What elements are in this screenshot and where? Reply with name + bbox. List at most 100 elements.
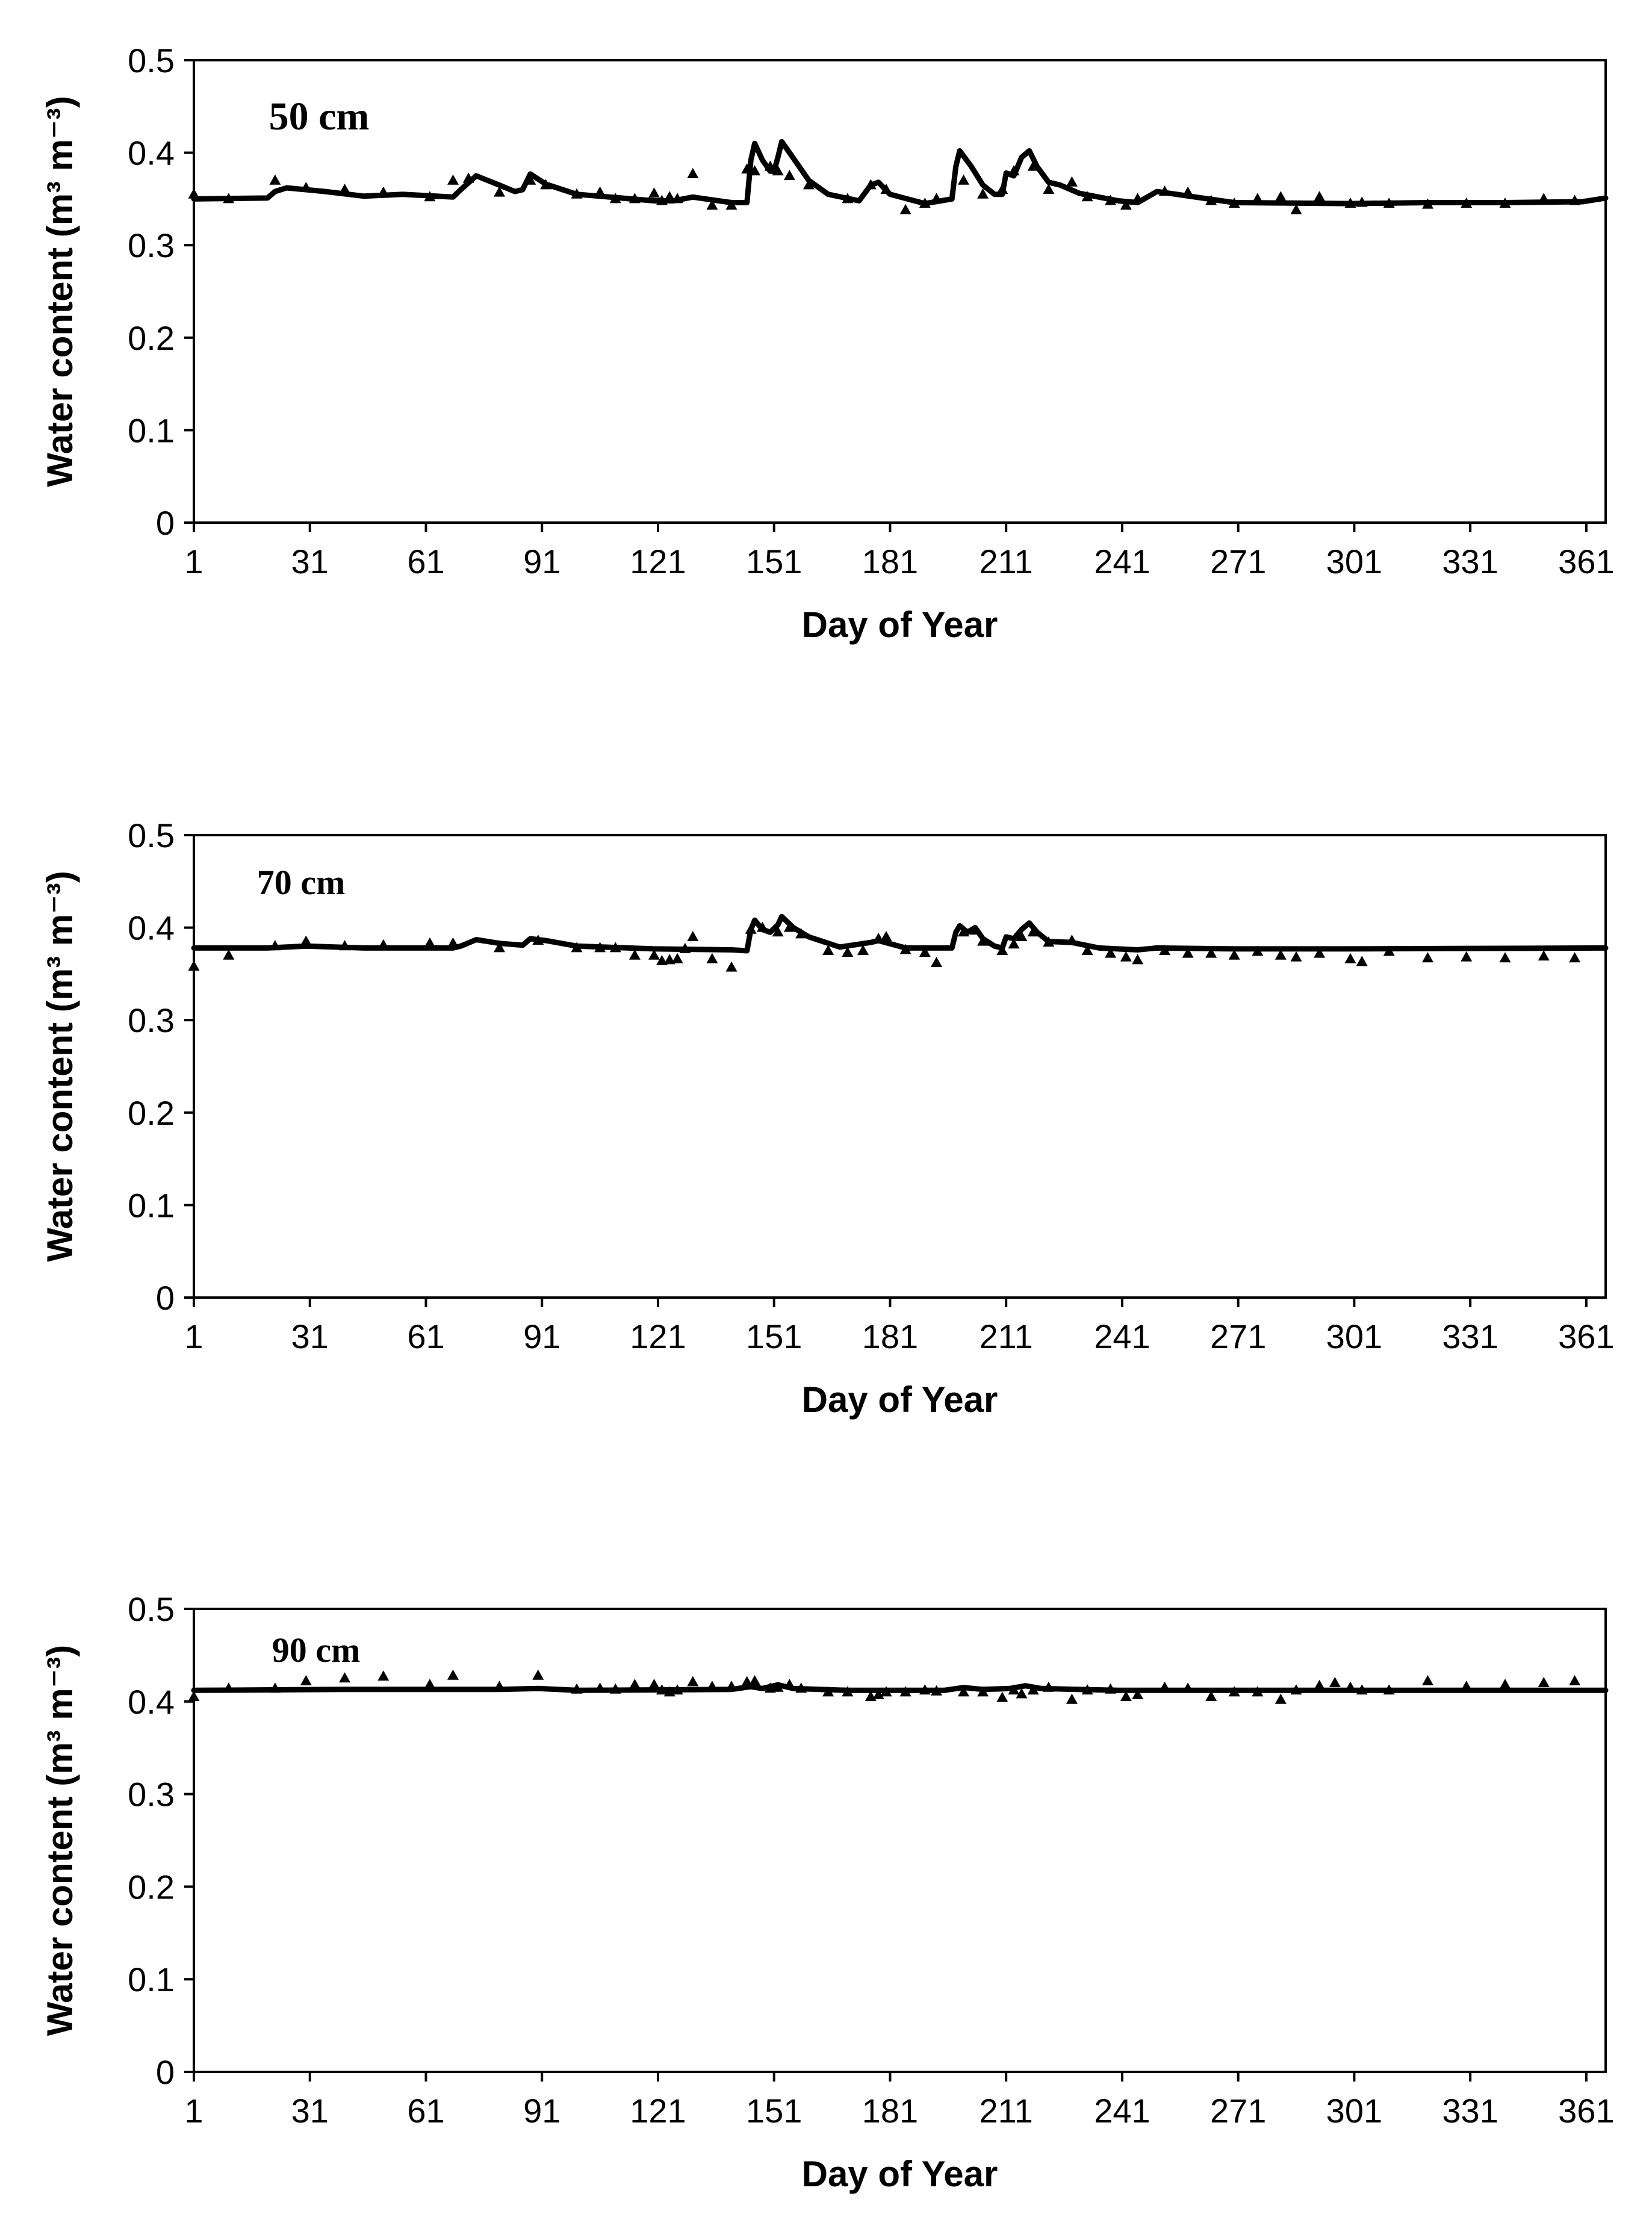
x-tick-label: 301 <box>1326 2092 1382 2130</box>
observed-point <box>880 931 892 941</box>
observed-point <box>772 165 784 176</box>
observed-point <box>648 949 660 960</box>
observed-point <box>795 1682 807 1693</box>
x-tick-label: 241 <box>1094 2092 1150 2130</box>
observed-point <box>1228 197 1240 208</box>
y-tick-label: 0.5 <box>128 1590 175 1628</box>
observed-point <box>532 934 544 945</box>
observed-point <box>996 184 1008 194</box>
observed-point <box>687 931 699 941</box>
observed-point <box>571 1683 583 1694</box>
observed-point <box>783 1679 795 1690</box>
observed-point <box>795 928 807 939</box>
observed-point <box>1228 949 1240 960</box>
x-tick-label: 361 <box>1558 543 1614 580</box>
simulated-line <box>191 1682 1609 1693</box>
observed-point <box>1182 186 1194 197</box>
observed-point <box>679 942 691 953</box>
x-tick-label: 211 <box>980 543 1033 580</box>
x-tick-label: 91 <box>523 1317 560 1355</box>
observed-point <box>663 954 675 965</box>
observed-point <box>1499 952 1511 963</box>
observed-point <box>648 1679 660 1690</box>
observed-point <box>1016 1688 1028 1699</box>
observed-point <box>377 186 390 197</box>
observed-point <box>1461 1681 1473 1691</box>
observed-point <box>931 1685 942 1696</box>
observed-point <box>958 926 969 937</box>
observed-point <box>725 1681 738 1691</box>
observed-point <box>462 172 474 183</box>
observed-point <box>706 1681 718 1691</box>
observed-point <box>377 939 390 950</box>
observed-point <box>424 1679 436 1690</box>
observed-point <box>1329 1677 1341 1687</box>
observed-point <box>919 947 931 957</box>
x-tick-label: 301 <box>1326 1317 1382 1355</box>
observed-point <box>1105 194 1117 205</box>
x-tick-label: 121 <box>630 1317 686 1355</box>
observed-point <box>745 923 757 934</box>
x-tick-label: 361 <box>1558 1317 1614 1355</box>
x-tick-label: 181 <box>862 1317 918 1355</box>
observed-point <box>269 1682 281 1693</box>
observed-point <box>822 1686 834 1697</box>
observed-point <box>188 188 200 199</box>
x-tick-label: 1 <box>184 2092 203 2130</box>
observed-point <box>656 194 668 205</box>
observed-point <box>842 947 854 957</box>
x-tick-label: 361 <box>1558 2092 1614 2130</box>
observed-point <box>1344 953 1356 963</box>
observed-point <box>899 204 911 214</box>
observed-point <box>594 942 606 953</box>
observed-point <box>1252 945 1264 956</box>
x-tick-label: 61 <box>407 1317 444 1355</box>
observed-point <box>1132 954 1144 965</box>
observed-point <box>687 1676 699 1687</box>
observed-point <box>996 945 1008 955</box>
observed-point <box>1159 1681 1171 1692</box>
observed-point <box>1356 956 1368 966</box>
observed-point <box>1016 931 1028 941</box>
observed-point <box>1461 197 1473 208</box>
x-axis-title: Day of Year <box>802 1379 998 1420</box>
observed-point <box>1132 193 1144 204</box>
x-axis-title: Day of Year <box>802 605 998 645</box>
observed-point <box>880 184 892 194</box>
observed-point <box>1344 1681 1356 1692</box>
observed-point <box>1383 1684 1395 1695</box>
observed-point <box>899 944 911 954</box>
observed-point <box>223 193 235 204</box>
observed-point <box>1120 951 1132 962</box>
observed-point <box>1275 1693 1287 1704</box>
observed-point <box>1120 199 1132 210</box>
observed-point <box>842 193 854 204</box>
observed-point <box>1314 947 1326 958</box>
x-tick-label: 241 <box>1094 1317 1150 1355</box>
observed-point <box>764 1682 776 1693</box>
x-tick-label: 331 <box>1442 543 1498 580</box>
y-tick-label: 0.1 <box>128 1186 175 1224</box>
observed-point <box>571 188 583 199</box>
y-tick-label: 0 <box>156 1279 175 1317</box>
observed-point <box>1461 951 1473 962</box>
x-tick-label: 271 <box>1210 2092 1266 2130</box>
y-axis-title: Water content (m³ m⁻³) <box>40 1645 80 2036</box>
observed-point <box>1081 191 1093 202</box>
observed-point <box>494 1681 505 1691</box>
observed-point <box>1027 1684 1039 1695</box>
simulated-line <box>191 138 1609 207</box>
simulated-line <box>191 913 1609 954</box>
observed-point <box>447 174 459 185</box>
observed-point <box>706 199 718 210</box>
observed-point <box>671 1684 683 1695</box>
observed-point <box>1422 1675 1433 1685</box>
observed-point <box>857 945 869 955</box>
observed-point <box>339 1672 351 1683</box>
observed-point <box>1422 952 1433 963</box>
observed-point <box>783 170 795 180</box>
observed-point <box>300 1675 312 1685</box>
x-tick-label: 301 <box>1326 543 1382 580</box>
observed-point <box>609 193 621 204</box>
